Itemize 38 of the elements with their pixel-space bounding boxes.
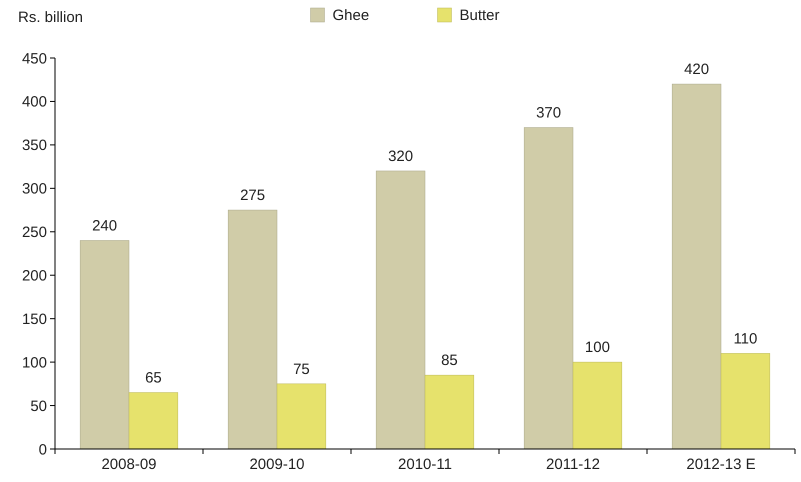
data-label: 320	[388, 148, 414, 165]
y-tick-label: 0	[38, 441, 47, 458]
x-tick-label: 2010-11	[398, 456, 452, 473]
bar	[720, 353, 770, 450]
legend-label: Butter	[460, 7, 500, 24]
bar	[80, 240, 130, 450]
data-label: 100	[584, 339, 610, 356]
data-label: 85	[441, 352, 458, 370]
x-tick-label: 2011-12	[546, 456, 600, 473]
x-tick-label: 2008-09	[101, 456, 157, 473]
y-tick-label: 200	[22, 267, 47, 284]
y-tick-label: 450	[22, 50, 47, 68]
legend-label: Ghee	[332, 7, 370, 24]
data-label: 240	[92, 217, 118, 234]
bar	[276, 384, 326, 450]
data-label: 370	[536, 104, 562, 122]
bar	[376, 170, 426, 450]
y-tick-label: 400	[22, 94, 47, 111]
bar	[572, 362, 622, 450]
bar	[424, 374, 474, 450]
bar	[128, 392, 178, 450]
data-label: 275	[240, 187, 266, 204]
data-label: 420	[684, 61, 710, 78]
y-tick-label: 150	[22, 310, 47, 328]
y-tick-label: 350	[22, 137, 47, 154]
bar	[672, 84, 722, 450]
y-tick-label: 250	[22, 224, 47, 242]
data-label: 65	[145, 370, 162, 387]
y-tick-label: 50	[30, 398, 47, 415]
x-tick-label: 2012-13 E	[686, 456, 756, 473]
data-label: 110	[733, 330, 758, 348]
y-axis-title: Rs. billion	[18, 9, 84, 26]
x-tick-label: 2009-10	[249, 456, 305, 473]
y-tick-label: 300	[22, 180, 47, 198]
y-tick-label: 100	[22, 354, 47, 372]
bar	[524, 127, 574, 450]
data-label: 75	[293, 360, 310, 378]
bar	[228, 210, 278, 450]
